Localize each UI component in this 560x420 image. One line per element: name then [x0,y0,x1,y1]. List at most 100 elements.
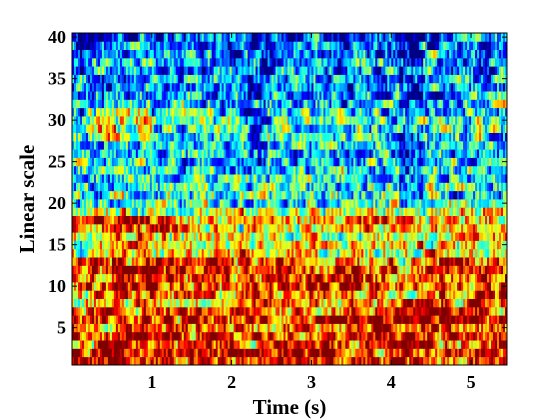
heatmap-cell [129,298,133,308]
heatmap-cell [195,182,199,192]
heatmap-cell [309,257,312,266]
heatmap-cell [443,290,446,299]
heatmap-cell [83,265,87,275]
heatmap-cell [187,290,191,299]
heatmap-cell [163,331,167,341]
heatmap-cell [289,174,292,183]
heatmap-cell [413,223,416,233]
heatmap-cell [99,265,103,275]
heatmap-cell [457,174,460,183]
heatmap-cell [151,199,155,208]
heatmap-cell [501,306,504,316]
heatmap-cell [133,315,137,324]
heatmap-cell [461,290,464,299]
heatmap-cell [411,215,414,225]
heatmap-cell [273,207,276,216]
heatmap-cell [383,199,386,208]
heatmap-cell [145,306,149,316]
heatmap-cell [193,232,197,241]
heatmap-cell [399,282,402,291]
heatmap-cell [375,298,378,308]
heatmap-cell [355,273,358,283]
heatmap-cell [99,356,103,366]
heatmap-cell [155,182,159,192]
heatmap-cell [315,248,318,258]
heatmap-cell [143,290,147,299]
heatmap-cell [471,223,474,233]
heatmap-cell [213,215,217,225]
heatmap-cell [203,240,207,250]
heatmap-cell [165,306,169,316]
heatmap-cell [137,315,141,324]
heatmap-cell [133,265,137,275]
heatmap-cell [361,282,364,291]
heatmap-cell [239,273,243,283]
heatmap-cell [103,315,107,324]
heatmap-cell [257,273,260,283]
heatmap-cell [305,356,308,366]
heatmap-cell [393,174,396,183]
heatmap-cell [487,215,490,225]
heatmap-cell [261,306,264,316]
heatmap-cell [331,356,334,366]
heatmap-cell [137,340,141,349]
heatmap-cell [373,306,376,316]
heatmap-cell [379,199,382,208]
heatmap-cell [371,306,374,316]
heatmap-cell [123,240,127,250]
heatmap-cell [257,182,260,192]
heatmap-cell [261,215,264,225]
heatmap-cell [97,207,101,216]
heatmap-cell [207,174,211,183]
heatmap-cell [243,282,247,291]
heatmap-cell [341,331,344,341]
heatmap-cell [313,174,316,183]
heatmap-cell [381,348,384,358]
heatmap-cell [149,199,153,208]
heatmap-cell [419,223,422,233]
heatmap-cell [113,265,117,275]
heatmap-cell [379,273,382,283]
heatmap-cell [365,207,368,216]
heatmap-cell [339,240,342,250]
heatmap-cell [107,223,111,233]
heatmap-cell [309,248,312,258]
heatmap-cell [167,306,171,316]
heatmap-cell [417,199,420,208]
heatmap-cell [227,331,231,341]
heatmap-cell [369,199,372,208]
heatmap-cell [333,306,336,316]
heatmap-cell [499,356,502,366]
heatmap-cell [99,182,103,192]
heatmap-cell [503,215,506,225]
heatmap-cell [141,207,145,216]
heatmap-cell [503,265,506,275]
heatmap-cell [181,223,185,233]
heatmap-cell [339,340,342,349]
heatmap-cell [83,215,87,225]
heatmap-cell [417,215,420,225]
heatmap-cell [281,282,284,291]
heatmap-cell [85,190,89,200]
heatmap-cell [313,356,316,366]
heatmap-cell [131,298,135,308]
heatmap-cell [111,207,115,216]
heatmap-cell [345,356,348,366]
heatmap-cell [355,174,358,183]
heatmap-cell [237,282,241,291]
heatmap-cell [465,257,468,266]
heatmap-cell [259,356,262,366]
heatmap-cell [113,298,117,308]
heatmap-cell [121,356,125,366]
heatmap-cell [221,331,225,341]
heatmap-cell [359,331,362,341]
heatmap-cell [77,331,81,341]
heatmap-cell [151,248,155,258]
heatmap-cell [367,273,370,283]
heatmap-cell [235,232,239,241]
heatmap-cell [213,298,217,308]
heatmap-cell [345,207,348,216]
heatmap-cell [331,215,334,225]
heatmap-cell [483,356,486,366]
heatmap-cell [317,282,320,291]
